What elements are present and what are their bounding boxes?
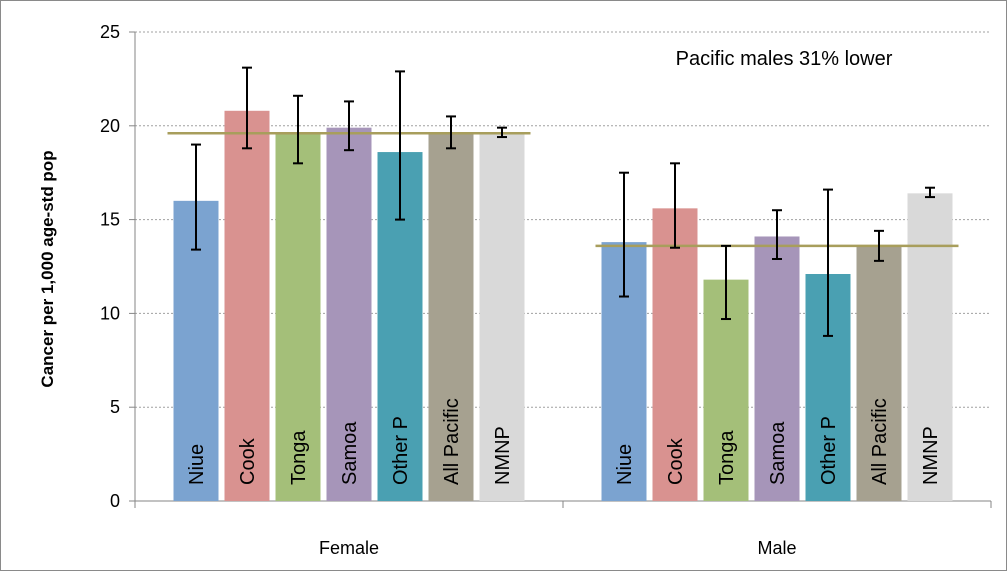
bar-label: Tonga <box>288 430 310 485</box>
bar-label: NMNP <box>920 426 942 485</box>
bar <box>173 200 219 501</box>
y-tick-label: 10 <box>100 303 120 323</box>
bars <box>173 110 953 502</box>
bar-label: Cook <box>237 437 259 485</box>
y-tick-label: 0 <box>110 491 120 511</box>
x-category-label: Male <box>757 538 796 558</box>
bar-label: Niue <box>614 444 636 485</box>
y-tick-label: 15 <box>100 210 120 230</box>
bar-label: Samoa <box>339 421 361 485</box>
chart-annotation: Pacific males 31% lower <box>676 48 893 70</box>
bar <box>479 133 525 501</box>
bar-label: Tonga <box>716 430 738 485</box>
y-tick-label: 25 <box>100 22 120 42</box>
bar <box>754 236 800 501</box>
y-tick-label: 5 <box>110 397 120 417</box>
x-category-label: Female <box>319 538 379 558</box>
bar <box>275 133 321 501</box>
bar <box>224 110 270 502</box>
bar-label: All Pacific <box>441 398 463 485</box>
bar <box>428 133 474 501</box>
error-bars <box>191 66 935 337</box>
bar-label: Other P <box>390 416 412 485</box>
bar <box>856 245 902 501</box>
bar <box>326 127 372 502</box>
bar-label: Other P <box>818 416 840 485</box>
bar-labels: Niue Cook Tonga Samoa Other P All Pacific NMNP… <box>186 398 942 485</box>
bar-label: Cook <box>665 437 687 485</box>
bar <box>907 193 953 501</box>
y-axis-label: Cancer per 1,000 age-std pop <box>38 150 57 387</box>
bar-label: NMNP <box>492 426 514 485</box>
bar-label: Niue <box>186 444 208 485</box>
bar <box>652 208 698 501</box>
axes: 0 5 10 15 20 25 Female Male <box>100 22 992 558</box>
y-tick-label: 20 <box>100 116 120 136</box>
bar-label: Samoa <box>767 421 789 485</box>
bar-label: All Pacific <box>869 398 891 485</box>
